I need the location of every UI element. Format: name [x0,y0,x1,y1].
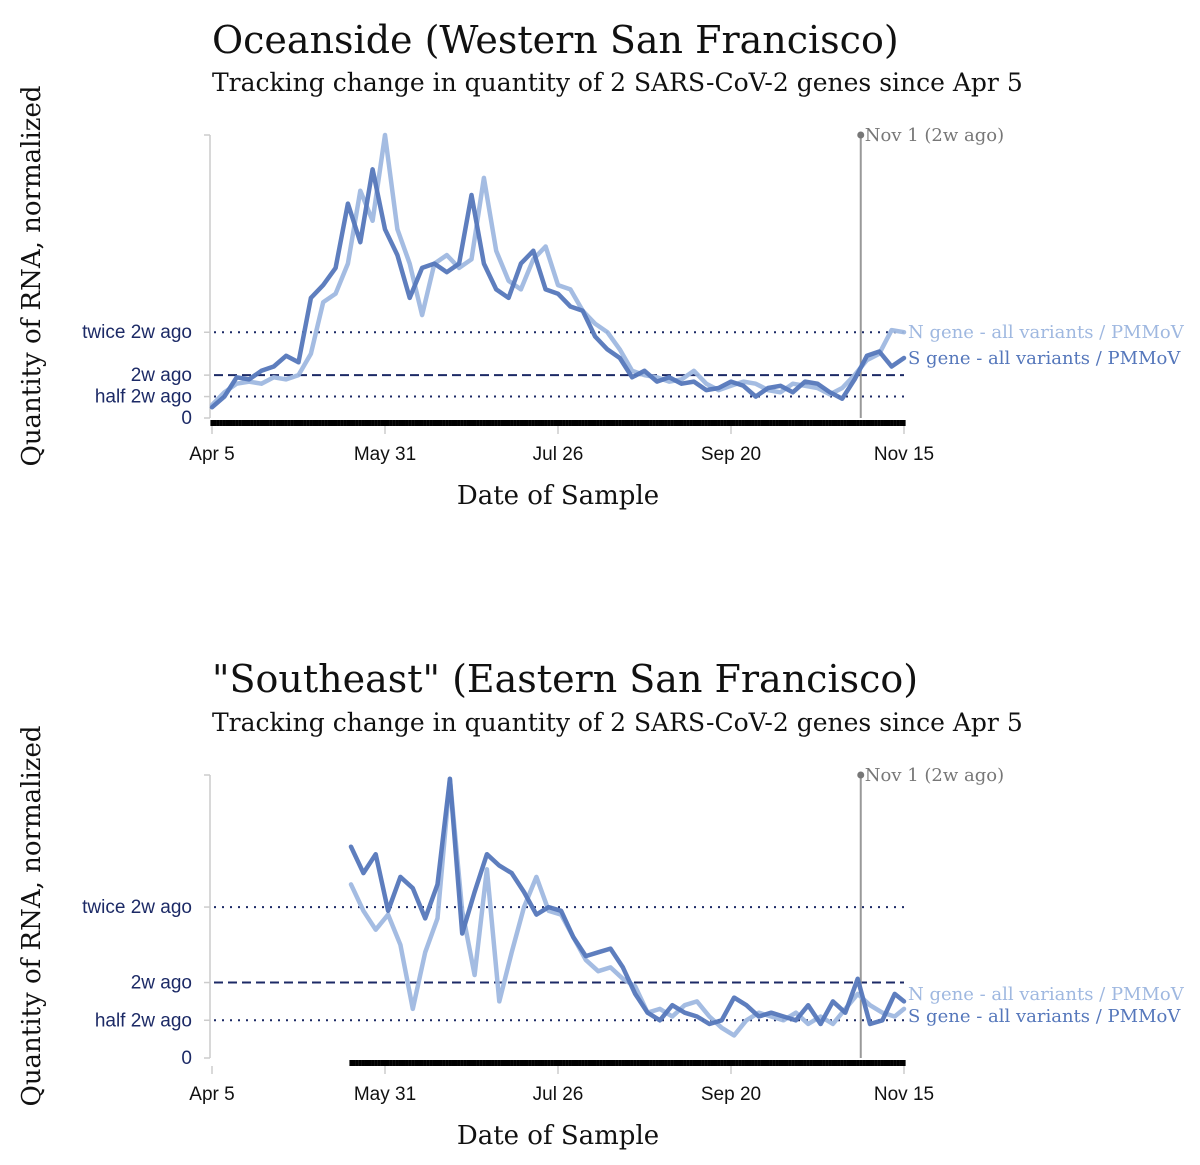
chart-southeast: "Southeast" (Eastern San Francisco) Trac… [17,657,1185,1151]
series-s-gene-legend: S gene - all variants / PMMoV [908,348,1181,369]
y-tick-label: twice 2w ago [82,897,192,918]
series-s-gene-legend: S gene - all variants / PMMoV [908,1006,1181,1027]
sample-rug [210,420,906,426]
y-tick-label: half 2w ago [95,387,192,408]
chart-subtitle: Tracking change in quantity of 2 SARS-Co… [212,708,1023,737]
y-tick-label: half 2w ago [95,1010,192,1031]
x-tick-label: May 31 [354,1084,416,1105]
series-n-gene-line [348,776,907,1038]
chart-title: Oceanside (Western San Francisco) [212,18,899,62]
x-tick-label: Sep 20 [701,1084,761,1105]
x-axis-label: Date of Sample [457,481,659,511]
y-tick-label: 2w ago [131,365,192,386]
series-n-gene-line [209,132,907,408]
chart-oceanside: Oceanside (Western San Francisco) Tracki… [17,18,1185,511]
x-tick-label: Apr 5 [189,444,234,465]
series-n-gene-legend: N gene - all variants / PMMoV [908,984,1185,1005]
y-tick-label: 0 [181,408,192,429]
chart-title: "Southeast" (Eastern San Francisco) [212,657,918,701]
y-tick-label: twice 2w ago [82,322,192,343]
x-tick-label: Jul 26 [533,444,584,465]
annotation-dot [857,131,865,139]
series-n-gene-legend: N gene - all variants / PMMoV [908,322,1185,343]
y-axis-label: Quantity of RNA, normalized [17,726,47,1107]
y-tick-label: 0 [181,1048,192,1069]
x-tick-label: Nov 15 [874,1084,934,1105]
x-tick-label: Jul 26 [533,1084,584,1105]
x-tick-label: Nov 15 [874,444,934,465]
series-s-gene-line [209,167,907,410]
plot-area: twice 2w ago 2w ago half 2w ago 0 Apr 5 May 3… [82,765,1185,1105]
sample-rug [349,1060,906,1066]
annotation-label: Nov 1 (2w ago) [865,125,1004,146]
chart-subtitle: Tracking change in quantity of 2 SARS-Co… [212,68,1023,97]
x-tick-label: Sep 20 [701,444,761,465]
annotation-label: Nov 1 (2w ago) [865,765,1004,786]
y-axis-label: Quantity of RNA, normalized [17,86,47,467]
x-tick-label: Apr 5 [189,1084,234,1105]
annotation-dot [857,771,865,779]
x-tick-label: May 31 [354,444,416,465]
x-axis-label: Date of Sample [457,1121,659,1151]
y-tick-label: 2w ago [131,973,192,994]
series-s-gene-line [348,776,907,1027]
